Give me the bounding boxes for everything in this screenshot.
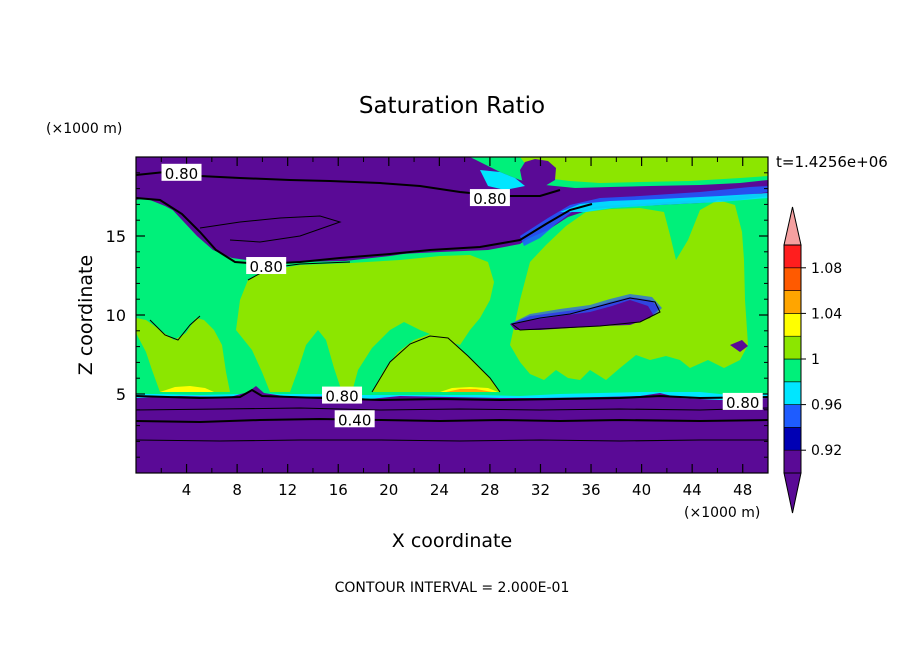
field-region-lime-center-dome <box>372 334 500 392</box>
contour-label-box <box>469 189 510 207</box>
field-region-dry-spot <box>730 340 748 352</box>
time-label: t=1.4256e+06 <box>776 153 888 171</box>
field-region-top-purple-bubble <box>520 159 556 186</box>
contour-label: 0.80 <box>165 165 198 183</box>
colorbar-segment <box>783 335 802 360</box>
field-region-dry-streak <box>510 297 660 330</box>
colorbar-over-triangle <box>783 206 802 246</box>
contour-label-box <box>722 392 763 410</box>
colorbar-label: 0.92 <box>811 443 842 459</box>
x-tick-label: 12 <box>278 481 297 499</box>
contour-interval-label: CONTOUR INTERVAL = 2.000E-01 <box>335 580 570 596</box>
colorbar-segment <box>783 313 802 337</box>
y-unit-label: (×1000 m) <box>46 121 122 137</box>
field-region-lime-center-upper <box>236 255 494 392</box>
contour-lines <box>136 170 768 442</box>
colorbar-segment <box>783 244 802 269</box>
colorbar-segment <box>783 404 802 428</box>
x-tick-label: 8 <box>232 481 242 499</box>
colorbar-label: 1.08 <box>811 261 842 277</box>
contour-label: 0.80 <box>473 190 506 208</box>
colorbar-label: 1.04 <box>811 306 842 322</box>
field-region-lime-left-low <box>136 318 230 392</box>
contour-label-box <box>246 257 287 275</box>
field-region-blue-anvil-edge <box>520 186 768 246</box>
x-tick-label: 32 <box>531 481 550 499</box>
field-region-top-lime <box>520 157 768 183</box>
contour-label-box <box>322 386 363 404</box>
chart-title: Saturation Ratio <box>359 93 545 119</box>
contour-label: 0.40 <box>338 411 371 429</box>
x-tick-label: 4 <box>182 481 192 499</box>
x-tick-label: 36 <box>581 481 600 499</box>
y-axis-label: Z coordinate <box>75 255 97 375</box>
colorbar: 1.08 1.04 1 0.96 0.92 <box>783 206 842 514</box>
y-tick-label: 10 <box>106 306 126 325</box>
contour-field <box>136 157 768 473</box>
x-tick-label: 24 <box>430 481 449 499</box>
field-region-cyan-anvil-edge <box>560 193 768 212</box>
field-region-top-cyan <box>480 170 525 190</box>
colorbar-segment <box>783 449 802 474</box>
field-region-yellow-spot-1 <box>160 386 214 392</box>
x-unit-label: (×1000 m) <box>684 505 760 521</box>
contour-label: 0.80 <box>325 388 358 406</box>
x-tick-label: 44 <box>683 481 702 499</box>
contour-label-box <box>161 163 202 181</box>
x-tick-label: 40 <box>632 481 651 499</box>
colorbar-segment <box>783 427 802 451</box>
contour-label: 0.80 <box>726 394 759 412</box>
contour-labels: 0.80 0.80 0.80 0.80 0.40 0.80 <box>161 163 763 429</box>
x-tick-label: 16 <box>329 481 348 499</box>
colorbar-label: 1 <box>811 352 820 368</box>
x-axis-label: X coordinate <box>392 530 512 552</box>
colorbar-label: 0.96 <box>811 398 842 414</box>
x-tick-label: 28 <box>480 481 499 499</box>
field-region-lime-right <box>510 200 748 380</box>
colorbar-segment <box>783 358 802 383</box>
colorbar-segment <box>783 267 802 291</box>
colorbar-segment <box>783 381 802 405</box>
contour-label: 0.80 <box>249 258 282 276</box>
y-tick-label: 15 <box>106 227 126 246</box>
x-tick-label: 48 <box>733 481 752 499</box>
field-region-orange-spot <box>446 389 492 392</box>
colorbar-segment <box>783 290 802 314</box>
colorbar-under-triangle <box>783 472 802 514</box>
x-tick-label: 20 <box>379 481 398 499</box>
y-tick-label: 5 <box>116 385 126 404</box>
contour-label-box <box>334 410 375 428</box>
